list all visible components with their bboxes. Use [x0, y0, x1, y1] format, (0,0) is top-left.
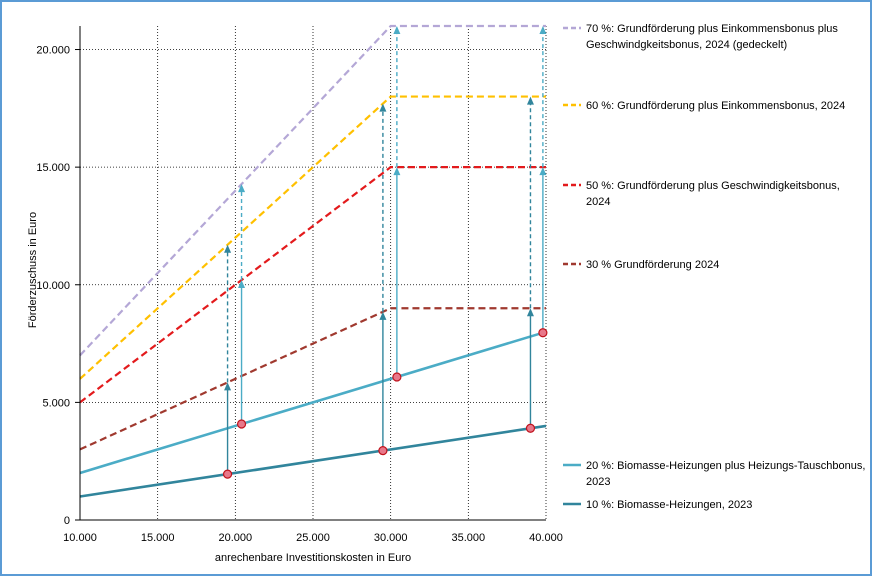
- legend-label-s70: 70 %: Grundförderung plus Einkommensbonu…: [586, 23, 838, 35]
- y-tick-label: 10.000: [36, 280, 70, 292]
- x-tick-label: 40.000: [529, 532, 563, 544]
- x-tick-label: 10.000: [63, 532, 97, 544]
- arrow-head: [379, 311, 387, 320]
- arrow-head: [539, 167, 547, 176]
- y-tick-label: 15.000: [36, 162, 70, 174]
- series-line-s50: [79, 166, 546, 404]
- data-point: [392, 372, 402, 382]
- x-tick-label: 15.000: [141, 532, 175, 544]
- arrow-head: [526, 96, 534, 105]
- legend-label-s60: 60 %: Grundförderung plus Einkommensbonu…: [586, 100, 845, 112]
- arrow-head: [224, 244, 232, 253]
- legend-label-s10: 10 %: Biomasse-Heizungen, 2023: [586, 499, 752, 511]
- data-point: [538, 328, 548, 338]
- arrow-head: [224, 382, 232, 391]
- series-line-s70: [79, 24, 546, 357]
- legend-label-s20: 2023: [586, 476, 610, 488]
- arrow-head: [539, 26, 547, 34]
- arrow-head: [238, 184, 246, 193]
- legend-label-s20: 20 %: Biomasse-Heizungen plus Heizungs-T…: [586, 460, 865, 472]
- series-line-s20: [79, 330, 547, 475]
- legend-label-s50: 2024: [586, 196, 610, 208]
- y-tick-label: 5.000: [42, 397, 70, 409]
- y-axis-title: Förderzuschuss in Euro: [27, 212, 39, 328]
- legend: 70 %: Grundförderung plus Einkommensbonu…: [563, 23, 865, 511]
- arrow-head: [238, 280, 246, 289]
- arrow-head: [379, 103, 387, 112]
- y-tick-label: 20.000: [36, 45, 70, 57]
- series-line-s60: [79, 95, 546, 380]
- series-lines: [79, 24, 547, 498]
- legend-label-s30: 30 % Grundförderung 2024: [586, 259, 719, 271]
- data-point: [222, 469, 233, 479]
- axes: 10.000 15.000 20.000 25.000 30.000 35.000 40.0…: [36, 26, 563, 544]
- grid: [80, 26, 547, 520]
- data-point: [236, 419, 247, 429]
- arrows: [224, 26, 547, 475]
- x-tick-label: 25.000: [296, 532, 330, 544]
- data-points: [222, 328, 548, 479]
- x-axis-title: anrechenbare Investitionskosten in Euro: [215, 552, 411, 564]
- data-point: [525, 423, 536, 433]
- arrow-head: [393, 26, 401, 34]
- legend-label-s70: Geschwindgkeitsbonus, 2024 (gedeckelt): [586, 39, 787, 51]
- arrow-head: [526, 308, 534, 317]
- arrow-head: [393, 167, 401, 176]
- data-point: [378, 446, 388, 456]
- x-tick-label: 35.000: [452, 532, 486, 544]
- y-tick-label: 0: [64, 515, 70, 527]
- x-tick-label: 30.000: [374, 532, 408, 544]
- series-line-s30: [79, 307, 546, 451]
- series-line-s10: [79, 424, 547, 498]
- x-tick-label: 20.000: [219, 532, 253, 544]
- legend-label-s50: 50 %: Grundförderung plus Geschwindigkei…: [586, 180, 840, 192]
